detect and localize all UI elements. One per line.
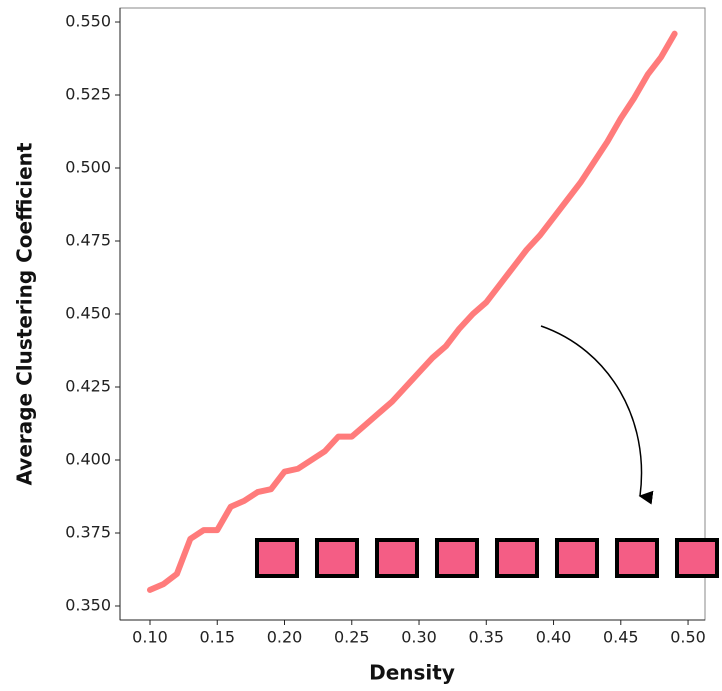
x-tick-label: 0.45 xyxy=(603,628,639,647)
x-tick-label: 0.30 xyxy=(401,628,437,647)
y-tick-label: 0.425 xyxy=(65,376,111,395)
x-tick-label: 0.25 xyxy=(334,628,370,647)
square-button[interactable] xyxy=(495,538,539,578)
y-axis-label: Average Clustering Coefficient xyxy=(13,142,37,485)
square-button[interactable] xyxy=(615,538,659,578)
arrow xyxy=(540,325,654,505)
x-tick-label: 0.20 xyxy=(267,628,303,647)
y-tick-label: 0.525 xyxy=(65,85,111,104)
square-button[interactable] xyxy=(375,538,419,578)
x-tick-label: 0.35 xyxy=(468,628,504,647)
x-axis-label: Density xyxy=(369,661,455,685)
square-button[interactable] xyxy=(315,538,359,578)
data-line xyxy=(146,30,678,593)
square-button[interactable] xyxy=(435,538,479,578)
x-tick-label: 0.50 xyxy=(670,628,706,647)
y-tick-label: 0.500 xyxy=(65,158,111,177)
x-tick-label: 0.15 xyxy=(199,628,235,647)
overlay xyxy=(255,325,719,578)
y-tick-label: 0.375 xyxy=(65,522,111,541)
y-tick-label: 0.475 xyxy=(65,231,111,250)
y-tick-label: 0.350 xyxy=(65,595,111,614)
x-tick-label: 0.40 xyxy=(536,628,572,647)
square-button[interactable] xyxy=(675,538,719,578)
square-button[interactable] xyxy=(555,538,599,578)
square-button[interactable] xyxy=(255,538,299,578)
x-tick-label: 0.10 xyxy=(132,628,168,647)
y-tick-label: 0.450 xyxy=(65,304,111,323)
y-tick-label: 0.400 xyxy=(65,449,111,468)
y-tick-label: 0.550 xyxy=(65,12,111,31)
